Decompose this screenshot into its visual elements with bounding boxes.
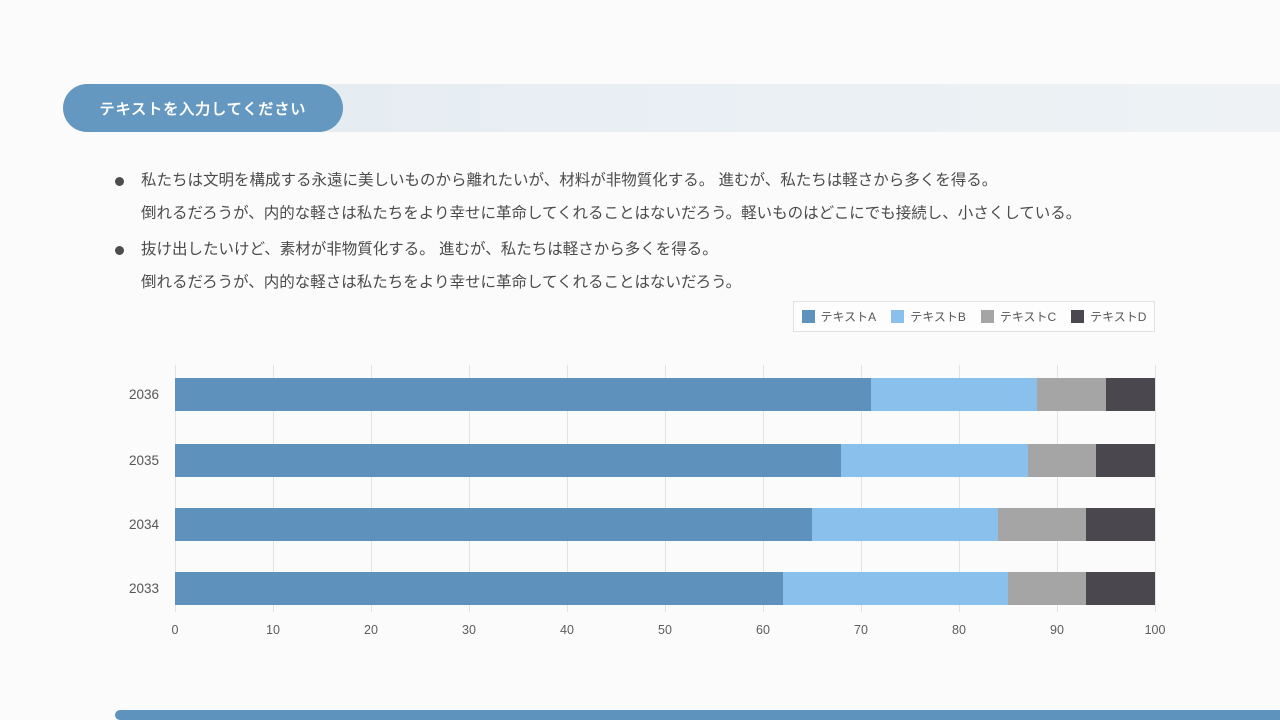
category-label: 2035 <box>128 453 159 468</box>
x-axis-tick-label: 0 <box>171 623 179 637</box>
stacked-bar-chart: 2036 2035 2034 2033 0 10 20 30 40 50 60 70 80 90 100 <box>129 365 1165 637</box>
bullet-line: 倒れるだろうが、内的な軽さは私たちをより幸せに革命してくれることはないだろう。 <box>141 274 742 291</box>
gridline <box>469 365 470 612</box>
gridline <box>763 365 764 612</box>
gridline <box>371 365 372 612</box>
bullet-dot-icon <box>115 246 124 255</box>
x-axis-tick-label: 30 <box>462 623 476 637</box>
bullet-line: 私たちは文明を構成する永遠に美しいものから離れたいが、材料が非物質化する。 進む… <box>141 172 998 189</box>
legend-swatch-icon <box>801 310 815 323</box>
legend-swatch-icon <box>1071 310 1085 323</box>
x-axis-tick-label: 80 <box>952 623 966 637</box>
bar-row <box>175 572 1155 605</box>
x-axis-tick-label: 20 <box>364 623 378 637</box>
page-title: テキストを入力してください <box>99 100 307 118</box>
x-axis-tick-label: 90 <box>1050 623 1064 637</box>
bar-row <box>175 444 1155 477</box>
legend-label: テキストC <box>999 310 1057 324</box>
bar-segment <box>1007 572 1087 605</box>
gridline <box>959 365 960 612</box>
bar-segment <box>841 444 1028 477</box>
bullet-list: 私たちは文明を構成する永遠に美しいものから離れたいが、材料が非物質化する。 進む… <box>115 164 1215 302</box>
bar-segment <box>1086 508 1155 541</box>
bullet-item: 私たちは文明を構成する永遠に美しいものから離れたいが、材料が非物質化する。 進む… <box>115 164 1215 230</box>
title-placeholder: テキストを入力してください <box>63 84 343 132</box>
bar-segment <box>998 508 1087 541</box>
category-label: 2033 <box>128 581 159 596</box>
gridline <box>1057 365 1058 612</box>
bullet-line: 抜け出したいけど、素材が非物質化する。 進むが、私たちは軽さから多くを得る。 <box>141 241 718 258</box>
gridline <box>1155 365 1156 612</box>
bullet-dot-icon <box>115 177 124 186</box>
gridline <box>665 365 666 612</box>
legend-item: テキストA <box>801 308 877 325</box>
category-label: 2034 <box>128 517 159 532</box>
x-axis-tick-label: 10 <box>266 623 280 637</box>
bar-row <box>175 508 1155 541</box>
legend-label: テキストD <box>1090 310 1147 324</box>
legend-label: テキストB <box>910 310 966 324</box>
gridline <box>861 365 862 612</box>
legend-item: テキストC <box>980 308 1057 325</box>
bar-segment <box>1037 378 1106 411</box>
bar-segment <box>175 572 783 605</box>
bullet-item: 抜け出したいけど、素材が非物質化する。 進むが、私たちは軽さから多くを得る。倒れ… <box>115 233 1215 299</box>
gridline <box>567 365 568 612</box>
legend-swatch-icon <box>980 310 994 323</box>
legend-label: テキストA <box>820 310 877 324</box>
x-axis-tick-label: 60 <box>756 623 770 637</box>
bar-segment <box>1105 378 1155 411</box>
bar-segment <box>870 378 1038 411</box>
chart-legend: テキストA テキストB テキストC テキストD <box>793 301 1155 332</box>
x-axis-tick-label: 50 <box>658 623 672 637</box>
x-axis-tick-label: 40 <box>560 623 574 637</box>
bar-segment <box>175 378 871 411</box>
x-axis-tick-label: 100 <box>1144 623 1166 637</box>
bar-segment <box>1027 444 1097 477</box>
bar-segment <box>175 508 812 541</box>
bar-row <box>175 378 1155 411</box>
bar-segment <box>175 444 842 477</box>
category-label: 2036 <box>128 387 159 402</box>
bar-segment <box>782 572 1008 605</box>
bar-segment <box>812 508 999 541</box>
bullet-text: 私たちは文明を構成する永遠に美しいものから離れたいが、材料が非物質化する。 進む… <box>141 164 1081 230</box>
legend-item: テキストB <box>891 308 966 325</box>
bullet-line: 倒れるだろうが、内的な軽さは私たちをより幸せに革命してくれることはないだろう。軽… <box>141 205 1082 222</box>
bar-segment <box>1086 572 1155 605</box>
legend-item: テキストD <box>1071 308 1146 325</box>
footer-accent-bar <box>115 710 1280 720</box>
bar-segment <box>1096 444 1155 477</box>
x-axis-tick-label: 70 <box>854 623 868 637</box>
bullet-text: 抜け出したいけど、素材が非物質化する。 進むが、私たちは軽さから多くを得る。倒れ… <box>141 233 741 299</box>
gridline <box>273 365 274 612</box>
gridline <box>175 365 176 612</box>
legend-swatch-icon <box>891 310 905 323</box>
